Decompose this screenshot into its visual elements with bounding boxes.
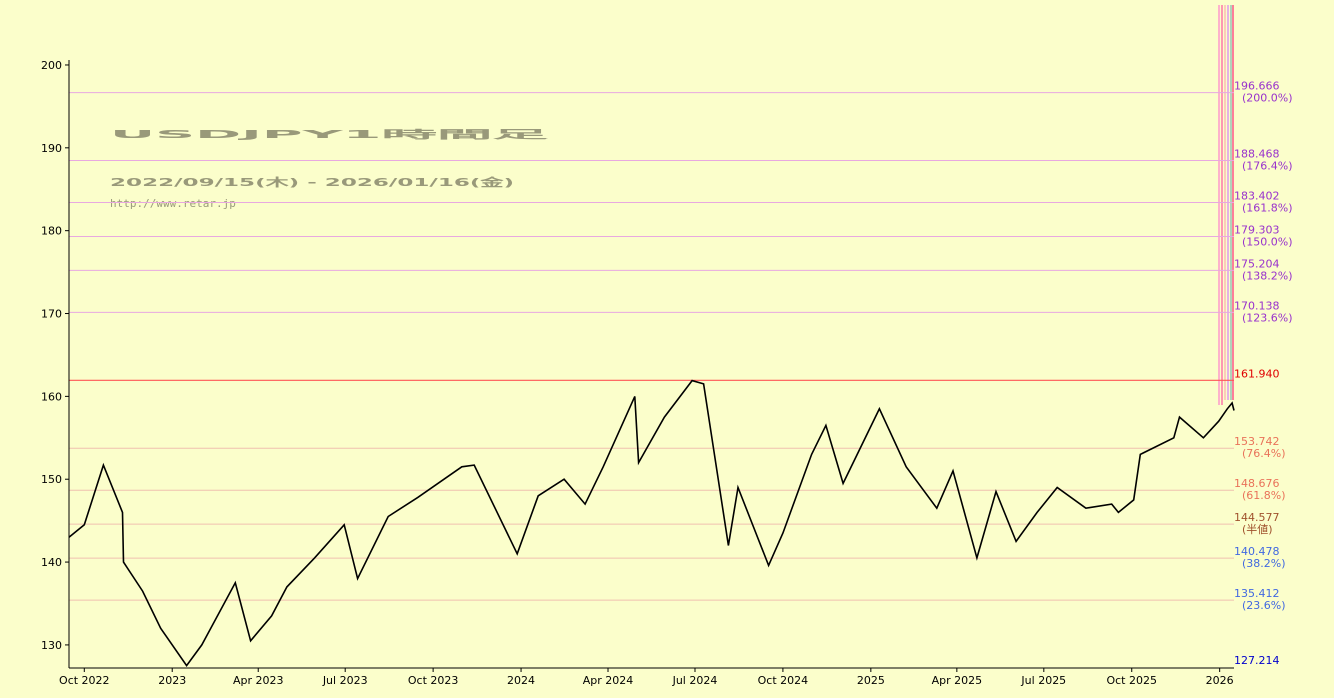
x-tick-label: 2024 (507, 674, 535, 687)
chart-title: USDJPY1時間足 (110, 127, 553, 141)
y-tick-label: 160 (41, 390, 62, 403)
level-percent-label: (23.6%) (1242, 599, 1286, 612)
x-tick-label: Jul 2023 (322, 674, 368, 687)
y-tick-label: 190 (41, 142, 62, 155)
level-percent-label: (161.8%) (1242, 201, 1293, 214)
level-value-label: 135.412 (1234, 587, 1280, 600)
level-value-label: 144.577 (1234, 511, 1280, 524)
level-percent-label: (138.2%) (1242, 269, 1293, 282)
level-value-label: 175.204 (1234, 257, 1280, 270)
y-tick-label: 200 (41, 59, 62, 72)
x-tick-label: Oct 2024 (758, 674, 809, 687)
y-tick-label: 140 (41, 556, 62, 569)
level-value-label: 140.478 (1234, 545, 1280, 558)
level-percent-label: (150.0%) (1242, 235, 1293, 248)
source-url: http://www.retar.jp (110, 197, 236, 210)
level-percent-label: (半値) (1242, 522, 1273, 536)
x-tick-label: 2026 (1206, 674, 1234, 687)
x-tick-label: Apr 2025 (932, 674, 983, 687)
level-value-label: 170.138 (1234, 299, 1280, 312)
x-tick-label: Oct 2025 (1106, 674, 1157, 687)
level-value-label: 153.742 (1234, 435, 1280, 448)
y-tick-label: 150 (41, 473, 62, 486)
level-value-label: 148.676 (1234, 477, 1280, 490)
level-value-label: 183.402 (1234, 189, 1280, 202)
level-percent-label: (200.0%) (1242, 92, 1293, 105)
x-tick-label: Oct 2022 (59, 674, 110, 687)
x-tick-label: 2023 (158, 674, 186, 687)
level-value-label: 161.940 (1234, 367, 1280, 380)
level-value-label: 127.214 (1234, 654, 1280, 667)
price-line (68, 379, 1235, 667)
level-value-label: 179.303 (1234, 223, 1280, 236)
level-percent-label: (176.4%) (1242, 160, 1293, 173)
y-tick-label: 170 (41, 308, 62, 321)
level-percent-label: (123.6%) (1242, 311, 1293, 324)
x-tick-label: Apr 2024 (583, 674, 634, 687)
x-tick-label: Apr 2023 (233, 674, 284, 687)
chart-subtitle: 2022/09/15(木) - 2026/01/16(金) (110, 175, 514, 189)
x-tick-label: Oct 2023 (408, 674, 459, 687)
level-percent-label: (61.8%) (1242, 489, 1286, 502)
x-tick-label: Jul 2024 (672, 674, 718, 687)
level-percent-label: (38.2%) (1242, 557, 1286, 570)
level-value-label: 196.666 (1234, 80, 1280, 93)
level-value-label: 188.468 (1234, 148, 1280, 161)
level-percent-label: (76.4%) (1242, 447, 1286, 460)
y-tick-label: 180 (41, 225, 62, 238)
x-tick-label: 2025 (857, 674, 885, 687)
x-tick-label: Jul 2025 (1020, 674, 1066, 687)
y-tick-label: 130 (41, 639, 62, 652)
